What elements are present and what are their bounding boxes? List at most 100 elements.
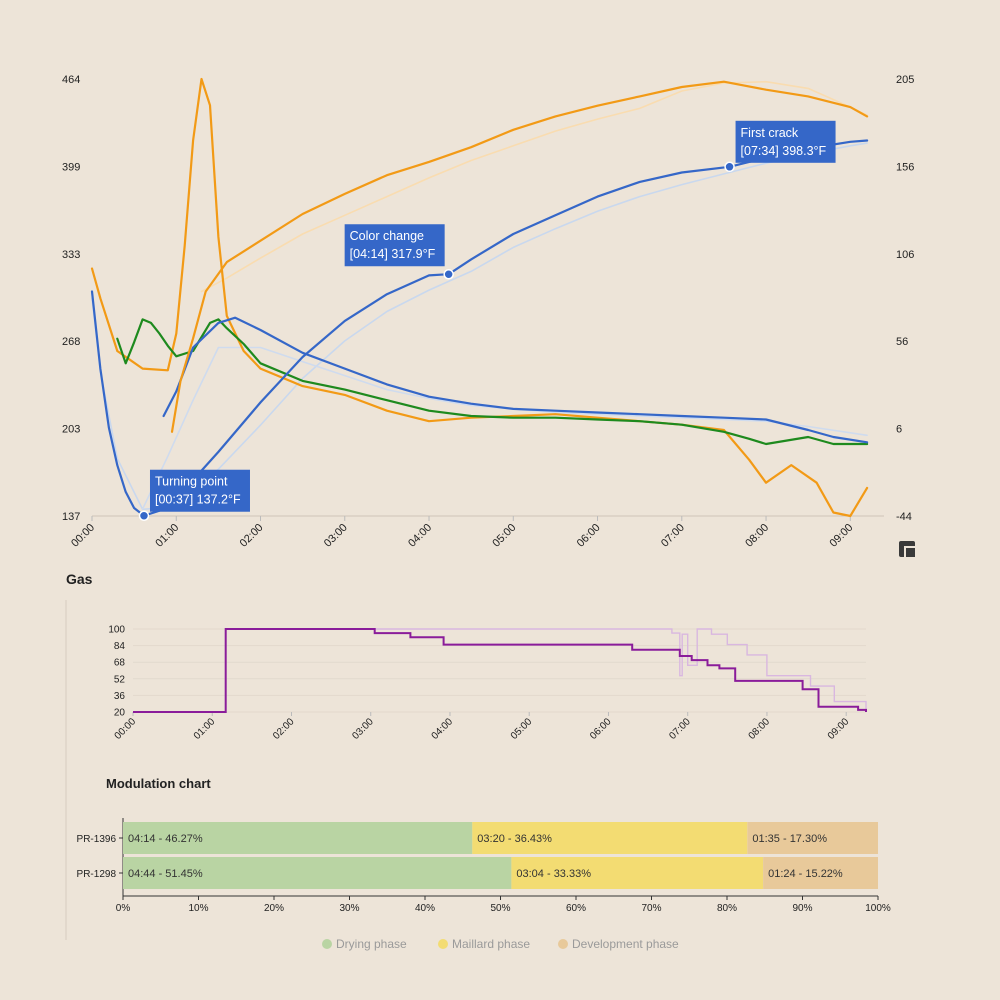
phase-bar-segment[interactable] (763, 857, 878, 889)
ror-green-line (116, 318, 869, 446)
phase-bar-label: 03:20 - 36.43% (477, 833, 552, 845)
phase-bar-label: 01:24 - 15.22% (768, 868, 843, 880)
roast-chart: 464 399 333 268 203 137 205 156 106 56 6 -44 00:00… (62, 74, 915, 557)
bean-temp-line (90, 139, 869, 517)
annotation-label: Turning point (155, 475, 228, 489)
phase-bar-label: 01:35 - 17.30% (752, 833, 827, 845)
gas-lines (133, 628, 867, 713)
x-axis-ticks: 00:00 01:00 02:00 03:00 04:00 05:00 06:00 07:00… (69, 516, 855, 550)
x-tick-label: 02:00 (238, 522, 266, 550)
annotation-value: [07:34] 398.3°F (741, 144, 827, 158)
legend-label: Drying phase (336, 937, 407, 951)
x-tick-label: 03:00 (322, 522, 350, 550)
x-tick-label: 01:00 (153, 522, 181, 550)
percent-tick-label: 90% (792, 903, 812, 914)
left-tick-label: 399 (62, 161, 80, 173)
right-axis-ticks: 205 156 106 56 6 -44 (896, 74, 914, 523)
annotation-box (149, 469, 250, 512)
percent-tick-label: 0% (116, 903, 131, 914)
gas-y-tick-label: 100 (108, 625, 125, 636)
percent-tick-label: 60% (566, 903, 586, 914)
legend-label: Development phase (572, 937, 679, 951)
percent-tick-label: 30% (339, 903, 359, 914)
percent-tick-label: 80% (717, 903, 737, 914)
annotation[interactable]: First crack [07:34] 398.3°F (724, 120, 836, 173)
phase-bar-label: 03:04 - 33.33% (516, 868, 591, 880)
legend-swatch (438, 939, 448, 949)
percent-tick-label: 20% (264, 903, 284, 914)
left-tick-label: 203 (62, 424, 80, 436)
gas-ref-line (133, 628, 867, 713)
gas-y-tick-label: 20 (114, 708, 126, 719)
gas-x-tick-label: 02:00 (271, 716, 297, 742)
right-tick-label: 56 (896, 336, 908, 348)
x-tick-label: 00:00 (69, 522, 97, 550)
gas-y-tick-label: 52 (114, 674, 126, 685)
left-tick-label: 464 (62, 74, 80, 86)
legend[interactable]: Drying phase Maillard phase Development ph… (322, 937, 679, 951)
category-labels: PR-1396 PR-1298 (77, 834, 123, 880)
gas-line (133, 628, 867, 713)
legend-item[interactable]: Development phase (558, 937, 679, 951)
annotation-box (735, 120, 836, 163)
env-temp-ref-line (200, 80, 868, 293)
phase-bar-segment[interactable] (747, 822, 878, 854)
phase-bar-segment[interactable] (511, 857, 763, 889)
left-tick-label: 137 (62, 511, 80, 523)
legend-swatch (558, 939, 568, 949)
gas-x-tick-label: 08:00 (747, 716, 773, 742)
right-tick-label: 156 (896, 161, 914, 173)
annotation-marker[interactable] (138, 510, 150, 521)
gas-x-tick-label: 00:00 (113, 716, 139, 742)
annotation-marker[interactable] (724, 161, 735, 173)
annotation-label: First crack (741, 126, 799, 140)
phase-bar-segment[interactable] (123, 857, 512, 889)
brand-logo (899, 541, 915, 557)
right-tick-label: 106 (896, 249, 914, 261)
gas-x-tick-label: 01:00 (192, 716, 218, 742)
percent-tick-label: 70% (641, 903, 661, 914)
annotation[interactable]: Color change [04:14] 317.9°F (344, 224, 454, 280)
gas-y-tick-label: 36 (114, 691, 126, 702)
x-tick-label: 08:00 (743, 522, 771, 550)
ror-env-line (90, 77, 869, 518)
x-tick-label: 09:00 (827, 522, 855, 550)
right-tick-label: -44 (896, 511, 912, 523)
modulation-title: Modulation chart (106, 776, 211, 791)
legend-item[interactable]: Maillard phase (438, 937, 530, 951)
phase-bar-label: 04:44 - 51.45% (128, 868, 203, 880)
phase-bar-segment[interactable] (472, 822, 748, 854)
gas-x-tick-label: 03:00 (350, 716, 376, 742)
phase-bar-segment[interactable] (123, 822, 473, 854)
right-tick-label: 205 (896, 74, 914, 86)
gas-y-tick-label: 84 (114, 641, 126, 652)
ror-line (162, 316, 869, 444)
legend-item[interactable]: Drying phase (322, 937, 407, 951)
left-tick-label: 268 (62, 336, 80, 348)
event-annotations[interactable]: Turning point [00:37] 137.2°F Color change… (138, 120, 836, 521)
percent-ticks: 0% 10% 20% 30% 40% 50% 60% 70% 80% 90% 100% (116, 896, 891, 914)
gas-x-tick-label: 06:00 (588, 716, 614, 742)
gas-x-ticks: 00:00 01:00 02:00 03:00 04:00 05:00 06:00 07:00… (113, 712, 852, 742)
x-tick-label: 07:00 (659, 522, 687, 550)
stacked-bars: 04:14 - 46.27% 03:20 - 36.43% 01:35 - 17.3… (123, 822, 878, 889)
gas-y-tick-label: 68 (114, 658, 126, 669)
gas-x-tick-label: 07:00 (667, 716, 693, 742)
gas-y-ticks: 100 84 68 52 36 20 (108, 625, 866, 719)
x-tick-label: 05:00 (490, 522, 518, 550)
phase-bar-label: 04:14 - 46.27% (128, 833, 203, 845)
gas-title: Gas (66, 571, 93, 587)
annotation[interactable]: Turning point [00:37] 137.2°F (138, 469, 250, 521)
percent-tick-label: 100% (865, 903, 891, 914)
annotation-marker[interactable] (443, 268, 454, 280)
x-tick-label: 04:00 (406, 522, 434, 550)
bar-category-label: PR-1396 (77, 834, 117, 845)
annotation-value: [04:14] 317.9°F (350, 247, 436, 261)
gas-x-tick-label: 09:00 (826, 716, 852, 742)
annotation-value: [00:37] 137.2°F (155, 493, 241, 507)
modulation-chart: Modulation chart 04:14 - 46.27% 03:20 - 3… (77, 776, 891, 951)
gas-x-tick-label: 04:00 (430, 716, 456, 742)
x-tick-label: 06:00 (575, 522, 603, 550)
left-axis-ticks: 464 399 333 268 203 137 (62, 74, 80, 523)
